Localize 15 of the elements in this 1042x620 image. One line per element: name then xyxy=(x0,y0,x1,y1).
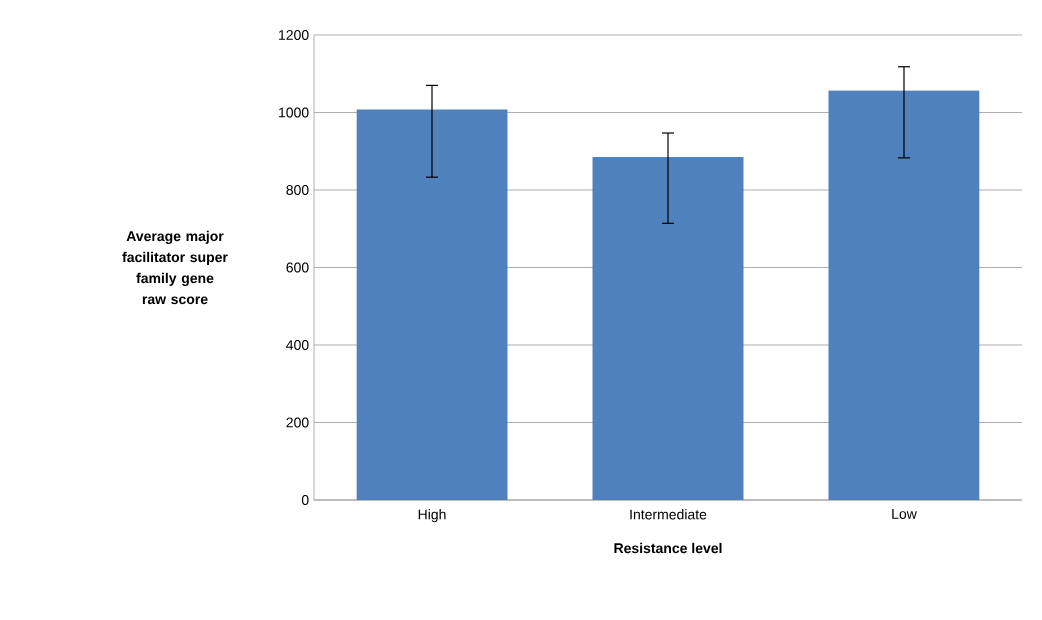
y-tick-label: 1200 xyxy=(279,30,309,40)
x-tick-label: High xyxy=(418,509,446,523)
y-axis-title: Average major facilitator super family gene raw score xyxy=(122,230,228,305)
y-tick-label: 0 xyxy=(301,495,309,505)
bar xyxy=(356,109,508,500)
y-tick-label: 600 xyxy=(286,262,309,273)
y-tick-label: 200 xyxy=(286,417,309,428)
bar xyxy=(828,90,980,500)
y-tick-label: 1000 xyxy=(279,107,309,118)
y-tick-label: 400 xyxy=(286,340,309,350)
x-axis-title: Resistance level xyxy=(614,542,722,554)
y-tick-label: 800 xyxy=(286,185,309,195)
bar xyxy=(592,157,744,500)
x-tick-label: Intermediate xyxy=(630,509,707,520)
x-tick-label: Low xyxy=(892,509,917,519)
